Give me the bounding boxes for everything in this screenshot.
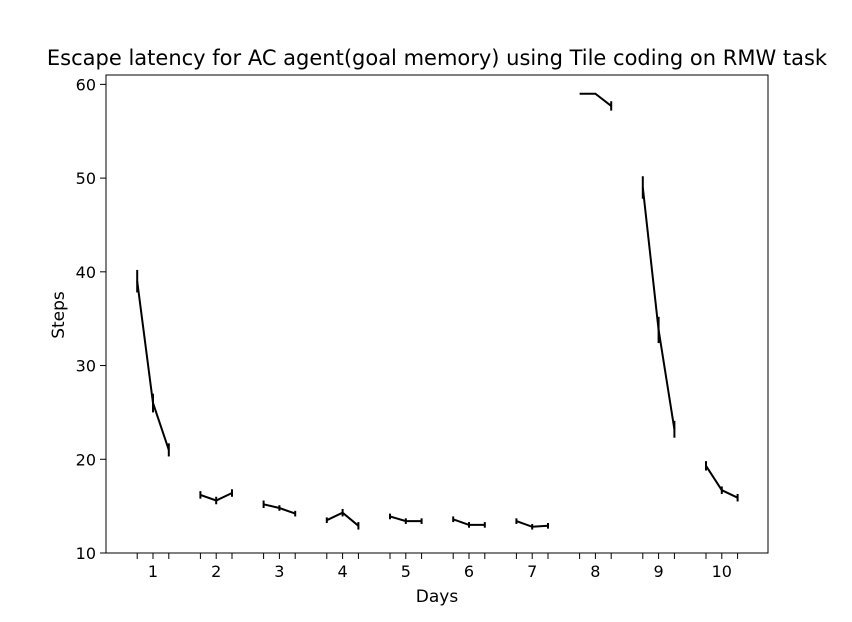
y-tick-label: 40 (76, 263, 96, 282)
plot-area: 10 20 30 40 50 60 1 2 3 4 5 6 7 8 9 10 (76, 75, 739, 581)
x-tick-label: 4 (338, 562, 348, 581)
day-9-line (641, 187, 676, 430)
x-tick-label: 8 (590, 562, 600, 581)
x-tick-label: 7 (527, 562, 537, 581)
x-tick-label: 6 (464, 562, 474, 581)
x-tick-label: 9 (654, 562, 664, 581)
x-tick-label: 5 (401, 562, 411, 581)
y-tick-label: 30 (76, 357, 96, 376)
x-tick-label: 10 (712, 562, 732, 581)
plot-frame (105, 74, 769, 554)
x-tick-label: 2 (211, 562, 221, 581)
x-axis-label: Days (416, 587, 459, 607)
y-tick-label: 10 (76, 544, 96, 563)
y-tick-label: 50 (76, 169, 96, 188)
y-axis-label: Steps (49, 291, 69, 339)
x-tick-label: 1 (148, 562, 158, 581)
chart-title: Escape latency for AC agent(goal memory)… (47, 46, 828, 70)
x-tick-label: 3 (274, 562, 284, 581)
day-8-line (579, 92, 612, 107)
day-1-line (136, 281, 170, 451)
y-tick-label: 20 (76, 450, 96, 469)
y-tick-label: 60 (76, 75, 96, 94)
